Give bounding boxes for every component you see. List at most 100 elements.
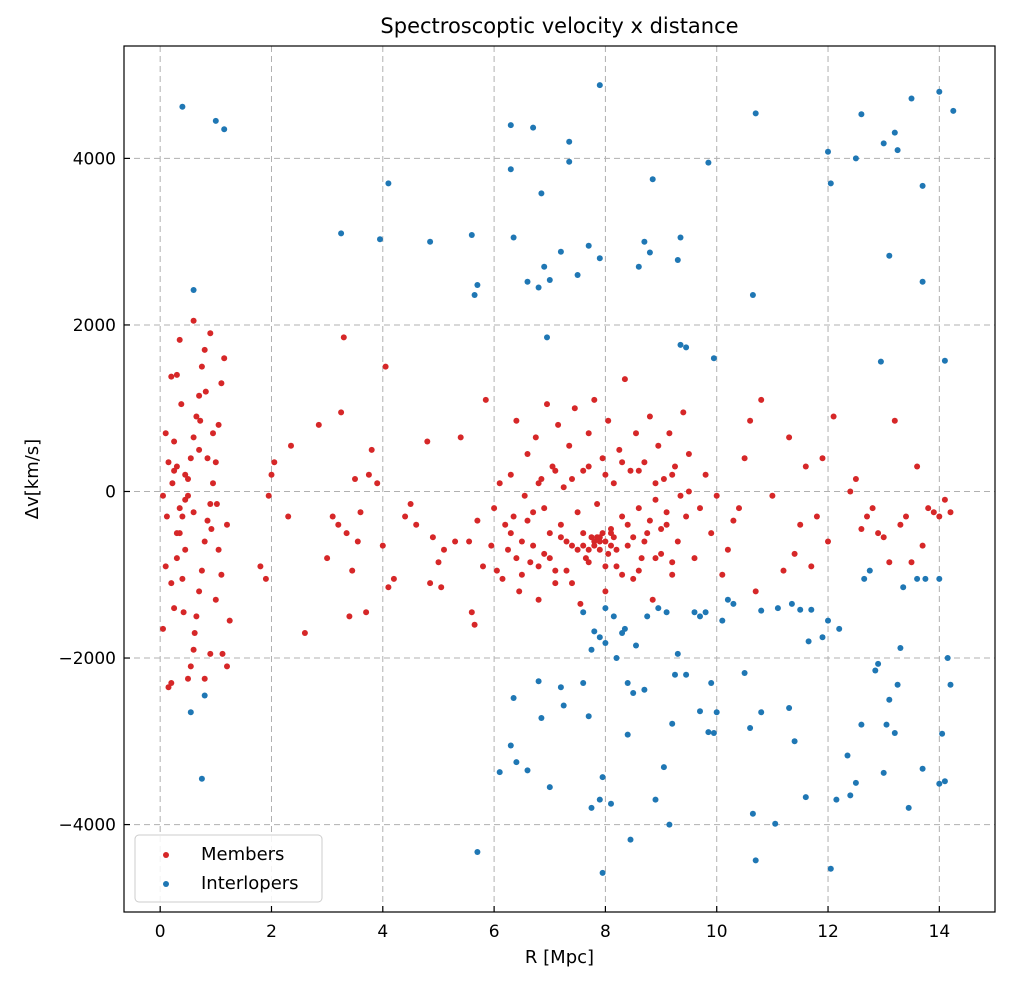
y-tick-label: −4000 bbox=[58, 816, 116, 836]
interlopers-point bbox=[524, 278, 531, 285]
interlopers-point bbox=[538, 190, 545, 197]
interlopers-point bbox=[914, 575, 921, 582]
interlopers-point bbox=[596, 796, 603, 803]
interlopers-point bbox=[385, 180, 392, 187]
interlopers-point bbox=[772, 820, 779, 827]
interlopers-point bbox=[649, 176, 656, 183]
members-point bbox=[599, 530, 606, 537]
members-point bbox=[532, 434, 539, 441]
members-point bbox=[474, 517, 481, 524]
interlopers-point bbox=[660, 764, 667, 771]
members-point bbox=[185, 492, 191, 499]
interlopers-point bbox=[198, 775, 205, 782]
interlopers-point bbox=[641, 238, 648, 245]
members-point bbox=[382, 363, 389, 370]
members-point bbox=[265, 492, 272, 499]
members-point bbox=[808, 563, 815, 570]
interlopers-point bbox=[919, 182, 926, 189]
members-point bbox=[680, 409, 687, 416]
members-point bbox=[163, 513, 170, 520]
members-point bbox=[466, 538, 473, 545]
members-point bbox=[301, 630, 308, 636]
members-point bbox=[638, 555, 645, 562]
interlopers-point bbox=[941, 778, 948, 785]
interlopers-point bbox=[808, 606, 815, 613]
members-point bbox=[193, 413, 200, 420]
interlopers-point bbox=[674, 650, 681, 657]
interlopers-point bbox=[936, 88, 943, 95]
interlopers-point bbox=[507, 742, 514, 749]
legend-box bbox=[134, 834, 323, 903]
members-point bbox=[635, 467, 642, 474]
members-point bbox=[541, 505, 548, 512]
members-point bbox=[677, 492, 684, 499]
members-point bbox=[510, 513, 517, 520]
interlopers-point bbox=[836, 625, 843, 632]
members-point bbox=[613, 546, 620, 553]
members-point bbox=[594, 501, 601, 507]
interlopers-point bbox=[524, 767, 531, 774]
members-point bbox=[315, 421, 322, 428]
members-point bbox=[557, 521, 564, 528]
members-point bbox=[563, 538, 570, 545]
members-point bbox=[343, 530, 350, 537]
members-point bbox=[619, 571, 626, 578]
members-point bbox=[864, 513, 870, 520]
interlopers-point bbox=[212, 117, 219, 124]
members-point bbox=[363, 609, 370, 616]
members-point bbox=[627, 467, 634, 474]
members-point bbox=[546, 555, 553, 562]
members-point bbox=[685, 488, 692, 495]
members-point bbox=[521, 492, 528, 499]
members-point bbox=[179, 575, 186, 582]
members-point bbox=[713, 492, 720, 499]
interlopers-point bbox=[468, 232, 475, 238]
members-point bbox=[652, 496, 659, 503]
interlopers-point bbox=[591, 628, 598, 635]
members-point bbox=[324, 555, 331, 562]
interlopers-point bbox=[507, 166, 514, 173]
axis-ticks: 0 2 4 6 8 10 12 14 −4000 −2000 0 2000 4000 bbox=[58, 149, 950, 942]
members-point bbox=[221, 355, 228, 362]
members-point bbox=[173, 555, 180, 562]
members-point bbox=[613, 563, 620, 570]
interlopers-point bbox=[705, 729, 712, 736]
y-tick-label: 2000 bbox=[73, 316, 116, 336]
interlopers-point bbox=[852, 779, 859, 786]
members-point bbox=[196, 392, 203, 399]
members-point bbox=[196, 588, 203, 595]
interlopers-point bbox=[535, 678, 542, 685]
interlopers-point bbox=[683, 671, 690, 678]
members-point bbox=[190, 646, 197, 653]
members-point bbox=[646, 413, 653, 420]
interlopers-point bbox=[557, 684, 564, 691]
interlopers-point bbox=[427, 238, 434, 245]
x-tick-label: 8 bbox=[600, 922, 611, 942]
data-points bbox=[160, 82, 957, 876]
interlopers-point bbox=[585, 242, 592, 249]
members-point bbox=[162, 563, 169, 570]
interlopers-point bbox=[641, 686, 648, 693]
members-point bbox=[176, 336, 183, 343]
legend-label-members: Members bbox=[201, 844, 284, 865]
members-point bbox=[747, 417, 754, 424]
members-point bbox=[541, 550, 548, 557]
members-point bbox=[438, 584, 445, 591]
members-point bbox=[413, 521, 420, 528]
members-point bbox=[919, 542, 926, 549]
members-point bbox=[858, 526, 865, 532]
members-point bbox=[424, 438, 431, 445]
series-members bbox=[160, 317, 954, 691]
members-point bbox=[346, 613, 353, 620]
interlopers-point bbox=[749, 810, 756, 817]
interlopers-point bbox=[677, 234, 684, 241]
interlopers-point bbox=[674, 257, 681, 263]
x-tick-label: 14 bbox=[929, 922, 951, 942]
interlopers-point bbox=[894, 147, 901, 154]
legend: Members Interlopers bbox=[134, 834, 323, 903]
members-point bbox=[271, 459, 278, 466]
members-point bbox=[179, 513, 186, 520]
interlopers-point bbox=[939, 730, 946, 737]
interlopers-point bbox=[644, 613, 651, 620]
members-point bbox=[658, 526, 665, 532]
